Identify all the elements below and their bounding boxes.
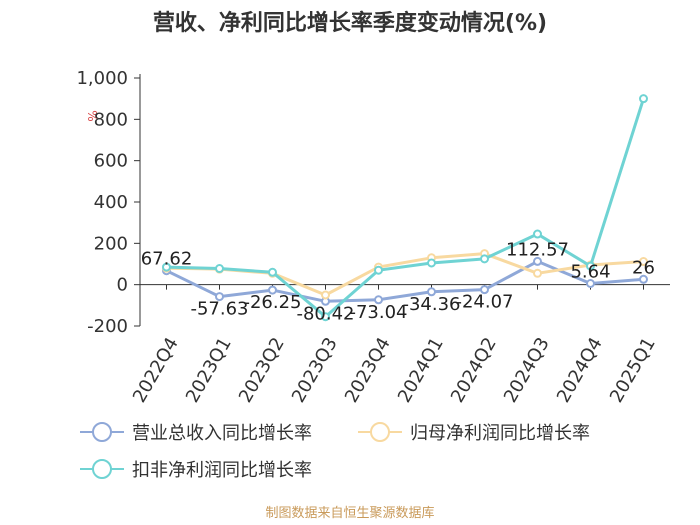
data-label: -57.63 xyxy=(190,299,248,320)
x-tick-label: 2023Q2 xyxy=(235,334,289,406)
x-tick-label: 2024Q3 xyxy=(500,334,554,406)
point-deducted_profit xyxy=(215,264,224,274)
x-tick-label: 2022Q4 xyxy=(129,334,183,406)
y-tick-label: 400 xyxy=(94,192,128,213)
point-revenue xyxy=(215,292,224,302)
point-revenue xyxy=(639,274,648,284)
legend-label: 归母净利润同比增长率 xyxy=(410,423,590,444)
data-label: 5.64 xyxy=(570,262,610,283)
point-deducted_profit xyxy=(480,254,489,264)
series-lines xyxy=(162,94,648,322)
data-label: 26 xyxy=(632,257,655,278)
series-line-revenue xyxy=(165,259,644,303)
y-tick-label: -200 xyxy=(87,316,128,337)
point-deducted_profit xyxy=(427,258,436,268)
y-tick-label: 800 xyxy=(94,109,128,130)
legend-marker xyxy=(370,422,390,442)
y-tick-label: 0 xyxy=(117,275,128,296)
legend-marker xyxy=(92,459,112,479)
y-tick-label: 200 xyxy=(94,233,128,254)
data-label: -34.36 xyxy=(402,294,460,315)
point-revenue xyxy=(374,295,383,305)
x-tick-label: 2025Q1 xyxy=(606,334,660,406)
point-net_profit xyxy=(321,290,330,300)
data-label: 112.57 xyxy=(506,239,569,260)
legend-label: 营业总收入同比增长率 xyxy=(132,423,312,444)
x-tick-label: 2023Q1 xyxy=(182,334,236,406)
point-revenue xyxy=(586,279,595,289)
point-deducted_profit xyxy=(639,94,648,104)
point-revenue xyxy=(533,256,542,266)
data-label: -73.04 xyxy=(349,302,407,323)
legend-marker xyxy=(92,422,112,442)
y-axis: -200 0 200 400 600 800 1,000 xyxy=(76,68,141,337)
chart-title: 营收、净利同比增长率季度变动情况(%) xyxy=(153,10,547,36)
data-labels: 67.62 -57.63-26.25-80.42-73.04-34.36-24.0… xyxy=(141,239,655,324)
data-label: -26.25 xyxy=(243,292,301,313)
legend-label: 扣非净利润同比增长率 xyxy=(132,460,312,481)
legend-item-deducted_profit: 扣非净利润同比增长率 xyxy=(80,459,312,481)
series-line-deducted_profit xyxy=(166,98,645,319)
point-revenue xyxy=(480,285,489,295)
legend-item-net_profit: 归母净利润同比增长率 xyxy=(358,422,590,444)
data-label: 67.62 xyxy=(141,249,193,270)
source-note: 制图数据来自恒生聚源数据库 xyxy=(265,505,434,521)
point-deducted_profit xyxy=(586,261,595,271)
y-tick-label: 600 xyxy=(94,151,128,172)
point-deducted_profit xyxy=(321,312,330,322)
x-tick-label: 2023Q3 xyxy=(288,334,342,406)
point-revenue xyxy=(427,287,436,297)
legend-item-revenue: 营业总收入同比增长率 xyxy=(80,422,312,444)
y-unit-label: % xyxy=(85,110,99,121)
point-net_profit xyxy=(533,268,542,278)
point-revenue xyxy=(268,285,277,295)
point-deducted_profit xyxy=(374,265,383,275)
point-net_profit xyxy=(639,257,648,267)
y-tick-label: 1,000 xyxy=(76,68,128,89)
x-tick-label: 2023Q4 xyxy=(341,334,395,406)
data-label: -80.42 xyxy=(296,303,354,324)
data-label: -24.07 xyxy=(455,292,513,313)
x-tick-label: 2024Q1 xyxy=(394,334,448,406)
point-deducted_profit xyxy=(533,229,542,239)
point-deducted_profit xyxy=(268,267,277,277)
x-tick-label: 2024Q4 xyxy=(553,334,607,406)
x-tick-label: 2024Q2 xyxy=(447,334,501,406)
point-deducted_profit xyxy=(162,262,171,272)
